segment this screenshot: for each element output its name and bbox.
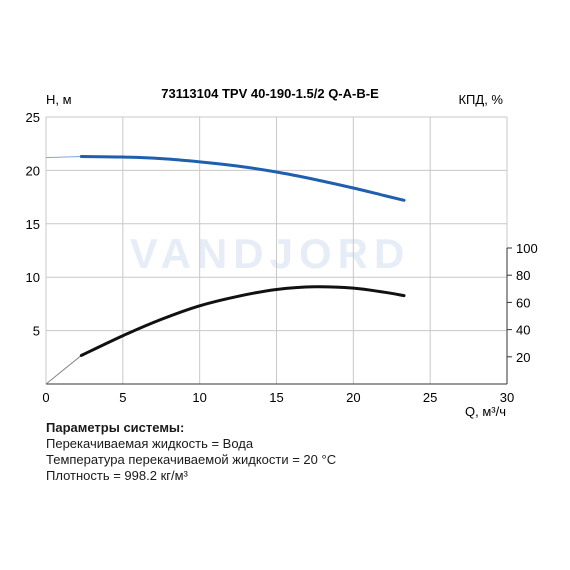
y-left-tick-label: 15 <box>26 217 40 232</box>
x-tick-label: 0 <box>42 390 49 405</box>
params-temperature: Температура перекачиваемой жидкости = 20… <box>46 452 337 467</box>
x-tick-label: 10 <box>192 390 206 405</box>
y-right-tick-label: 100 <box>516 241 538 256</box>
watermark: VANDJORD <box>130 230 411 277</box>
y-left-axis-label: H, м <box>46 92 72 107</box>
grid <box>45 116 508 384</box>
params-liquid: Перекачиваемая жидкость = Вода <box>46 436 254 451</box>
x-tick-label: 15 <box>269 390 283 405</box>
series-extension-0 <box>45 156 82 159</box>
y-right-tick-label: 40 <box>516 323 530 338</box>
y-right-tick-label: 80 <box>516 268 530 283</box>
y-left-tick-label: 20 <box>26 163 40 178</box>
axes: 0 5 10 15 20 25 30 5 10 15 20 25 20 40 60 80 100 <box>26 110 538 405</box>
x-axis-label: Q, м³/ч <box>465 404 506 419</box>
y-right-tick-label: 60 <box>516 295 530 310</box>
y-right-tick-label: 20 <box>516 350 530 365</box>
x-tick-label: 20 <box>346 390 360 405</box>
params-title: Параметры системы: <box>46 420 185 435</box>
y-left-tick-label: 10 <box>26 270 40 285</box>
x-tick-label: 25 <box>423 390 437 405</box>
y-right-axis-label: КПД, % <box>458 92 503 107</box>
series <box>45 155 406 385</box>
series-extension-1 <box>45 355 82 385</box>
chart-title: 73113104 TPV 40-190-1.5/2 Q-A-B-E <box>161 86 379 101</box>
x-tick-label: 5 <box>119 390 126 405</box>
efficiency-curve <box>79 285 406 357</box>
y-left-tick-label: 5 <box>33 324 40 339</box>
x-tick-label: 30 <box>500 390 514 405</box>
y-left-tick-label: 25 <box>26 110 40 125</box>
system-parameters: Параметры системы: Перекачиваемая жидкос… <box>46 420 336 484</box>
head-curve <box>79 155 406 202</box>
params-density: Плотность = 998.2 кг/м³ <box>46 468 188 483</box>
